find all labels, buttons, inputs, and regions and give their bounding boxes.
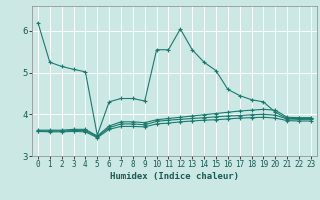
- X-axis label: Humidex (Indice chaleur): Humidex (Indice chaleur): [110, 172, 239, 181]
